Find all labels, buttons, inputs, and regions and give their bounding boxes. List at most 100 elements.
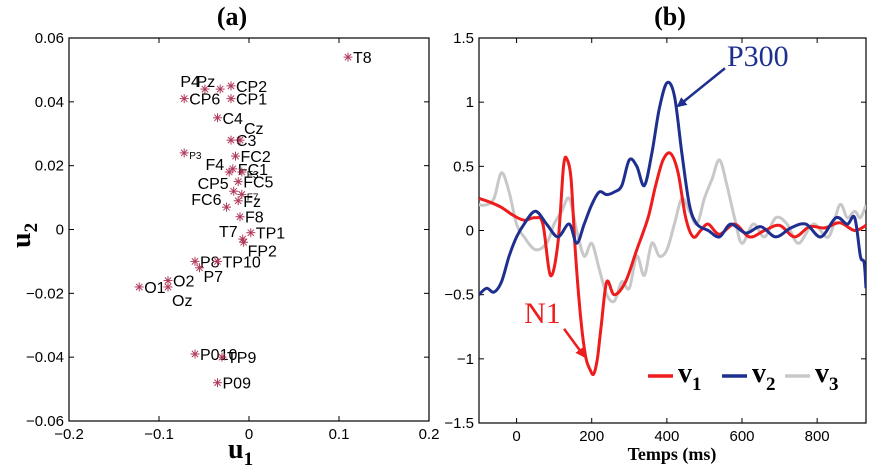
electrode-label: P010 <box>200 347 237 364</box>
electrode-label: T8 <box>353 50 372 67</box>
electrode-label: Fz <box>243 194 261 211</box>
panel-a-x-tick-label: −0.2 <box>54 426 84 443</box>
electrode-label: F3 <box>247 170 259 181</box>
panel-b-y-tick-label: −0.5 <box>444 287 474 304</box>
panel-a-x-tick-label: 0.1 <box>329 426 350 443</box>
panel-a-y-tick-label: 0.02 <box>35 158 64 175</box>
electrode-label: P3 <box>189 151 202 162</box>
electrode-point: F7 <box>237 189 259 203</box>
legend-entry-v2: v2 <box>722 358 776 395</box>
panel-a-y-tick-label: 0 <box>56 222 64 239</box>
electrode-label: O2 <box>173 274 194 291</box>
series-line-v3 <box>479 158 866 304</box>
panel-a-x-tick-label: 0.2 <box>419 426 440 443</box>
electrode-label: C3 <box>236 133 257 150</box>
electrode-point: C4 <box>213 111 243 128</box>
electrode-point: F3 <box>237 167 259 181</box>
panel-a-label: (a) <box>217 2 247 31</box>
panel-a-y-tick-label: 0.06 <box>35 30 64 47</box>
legend-label: v1 <box>678 358 702 395</box>
electrode-point: P7 <box>195 263 223 286</box>
electrode-point: TP10 <box>213 254 261 271</box>
annotation-n1: N1 <box>524 297 561 330</box>
electrode-point: FC5 <box>233 175 274 192</box>
panel-b-y-tick-label: −1 <box>457 351 474 368</box>
electrode-label: Pz <box>197 74 216 91</box>
panel-b-y-tick-label: 1.5 <box>453 30 474 47</box>
electrode-point: F4 <box>206 157 234 177</box>
panel-b-y-tick-label: 0 <box>466 223 474 240</box>
electrode-label: Cz <box>244 121 264 138</box>
electrode-label: F8 <box>245 210 264 227</box>
electrode-label: Oz <box>172 293 192 310</box>
panel-b-y-tick-label: 1 <box>466 94 474 111</box>
electrode-point: Cz <box>235 121 264 145</box>
electrode-label: P4 <box>180 74 200 91</box>
electrode-label: F7 <box>247 192 259 203</box>
electrode-label: TP1 <box>256 226 285 243</box>
panel-b-y-tick-label: −1.5 <box>444 415 474 432</box>
panel-a-x-tick-label: 0 <box>245 426 253 443</box>
electrode-label: CP5 <box>198 176 229 193</box>
panel-a-y-tick-label: −0.06 <box>26 413 64 430</box>
electrode-label: CP1 <box>236 92 267 109</box>
electrode-point: Oz <box>163 282 192 310</box>
electrode-point: Pz <box>197 74 225 94</box>
electrode-point: O1 <box>134 280 166 297</box>
electrode-label: CP2 <box>236 79 267 96</box>
series-line-v1 <box>479 151 866 377</box>
electrode-point: FC6 <box>191 192 231 212</box>
electrode-point: TP9 <box>217 350 256 367</box>
series-line-v2 <box>479 80 866 296</box>
electrode-point: CP5 <box>198 176 239 196</box>
electrode-point: C3 <box>226 133 257 150</box>
electrode-label: TP10 <box>223 254 261 271</box>
electrode-label: C4 <box>223 111 244 128</box>
electrode-label: CP6 <box>189 92 220 109</box>
annotation-arrow <box>676 67 726 108</box>
electrode-point: FP2 <box>239 237 277 260</box>
electrode-point: P4 <box>180 74 210 94</box>
panel-a-axes-box <box>68 37 430 422</box>
panel-b-x-tick-label: 0 <box>512 428 520 445</box>
panel-b-y-tick-label: 0.5 <box>453 158 474 175</box>
legend-label: v2 <box>752 358 776 395</box>
electrode-point: P09 <box>213 376 251 393</box>
panel-b-x-tick-label: 600 <box>729 428 754 445</box>
panel-b-label: (b) <box>654 2 686 31</box>
electrode-point: P010 <box>190 347 237 364</box>
electrode-label: FC6 <box>191 192 221 209</box>
electrode-label: FC2 <box>241 149 271 166</box>
electrode-label: FC5 <box>243 175 273 192</box>
electrode-label: P09 <box>223 376 252 393</box>
legend-entry-v3: v3 <box>785 358 839 395</box>
legend: v1 v2 v3 <box>648 358 839 395</box>
panel-a-scatter: −0.2 −0.1 0 0.1 0.2 0.06 0.04 0.02 0 −0.02 −0.04 −0… <box>6 2 439 470</box>
electrode-label: FC1 <box>238 162 268 179</box>
panel-a-y-tick-label: −0.04 <box>26 349 64 366</box>
panel-a-x-axis-label: u1 <box>228 434 253 470</box>
electrode-point: T8 <box>343 50 372 67</box>
panel-a-x-tick-label: −0.1 <box>144 426 174 443</box>
panel-b-x-tick-label: 400 <box>654 428 679 445</box>
electrode-label: P7 <box>204 269 224 286</box>
annotation-arrow <box>563 328 586 358</box>
panel-a-y-axis-label: u2 <box>6 223 42 248</box>
electrode-point: FC1 <box>228 162 268 179</box>
electrode-label: F4 <box>206 157 225 174</box>
electrode-point: O2 <box>163 274 194 291</box>
electrode-point: CP2 <box>226 79 267 96</box>
electrode-point: P3 <box>179 148 202 162</box>
panel-b-x-tick-label: 800 <box>805 428 830 445</box>
electrode-label: TP9 <box>227 350 256 367</box>
panel-b-x-tick-label: 200 <box>579 428 604 445</box>
panel-a-y-tick-label: 0.04 <box>35 94 64 111</box>
electrode-point: TP1 <box>246 226 285 243</box>
legend-label: v3 <box>815 358 839 395</box>
electrode-label: FP2 <box>248 243 277 260</box>
electrode-point: F8 <box>235 210 264 227</box>
electrode-point: Fz <box>233 194 261 211</box>
electrode-label: O1 <box>144 280 165 297</box>
panel-a-y-tick-label: −0.02 <box>26 285 64 302</box>
